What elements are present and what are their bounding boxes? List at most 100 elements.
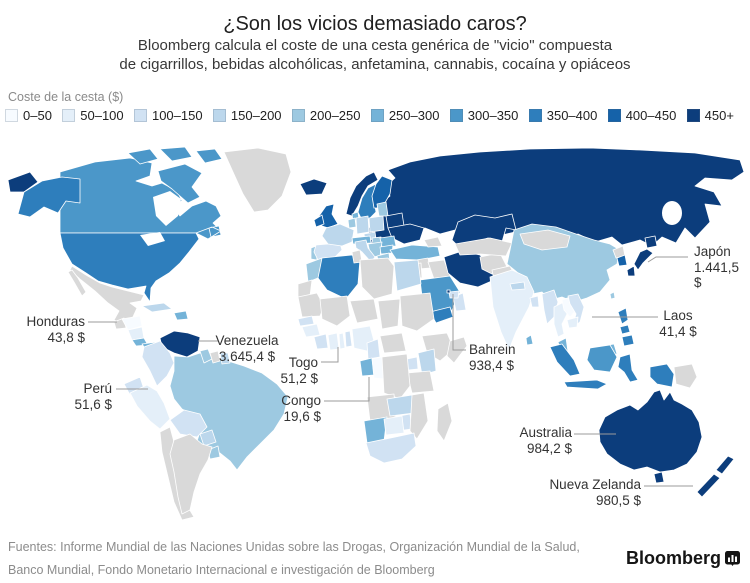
country-indonesia-sumatra	[549, 343, 581, 377]
country-india	[489, 269, 535, 351]
country-tanzania	[406, 370, 435, 394]
subtitle-line-2: de cigarrillos, bebidas alcohólicas, anf…	[119, 56, 631, 73]
leader-togo	[321, 347, 339, 363]
country-papua-new-guinea	[673, 363, 698, 389]
legend-swatch	[686, 109, 700, 122]
country-indonesia-java	[563, 379, 608, 390]
country-peru	[129, 384, 171, 430]
sources-line-1: Fuentes: Informe Mundial de las Naciones…	[8, 540, 580, 554]
country-mexico-baja	[67, 269, 87, 297]
country-zambia	[386, 394, 415, 417]
sources-line-2: Banco Mundial, Fondo Monetario Internaci…	[8, 563, 435, 577]
country-ivory-coast	[313, 333, 329, 350]
sea-okhotsk	[662, 201, 682, 225]
country-norway	[345, 171, 379, 217]
country-togo	[338, 332, 346, 350]
country-caucasus	[423, 236, 443, 248]
legend-title: Coste de la cesta ($)	[8, 90, 124, 104]
country-sri-lanka	[525, 334, 534, 346]
country-australia	[598, 389, 703, 473]
country-australia-tasmania	[653, 471, 665, 484]
country-kenya	[417, 348, 437, 376]
subtitle-line-1: Bloomberg calcula el coste de una cesta …	[137, 37, 613, 54]
country-usa	[59, 232, 200, 303]
country-japan	[626, 235, 658, 277]
page-title: ¿Son los vicios demasiado caros?	[223, 13, 527, 35]
country-madagascar	[436, 402, 453, 442]
country-turkey	[389, 244, 441, 261]
country-indonesia-sulawesi	[617, 353, 639, 383]
country-cambodia	[566, 316, 579, 329]
country-ghana	[327, 332, 340, 351]
country-botswana	[383, 415, 405, 436]
country-mozambique	[409, 392, 429, 440]
sources-note: Fuentes: Informe Mundial de las Naciones…	[8, 536, 580, 582]
annotation-japon: Japón 1.441,5 $	[694, 244, 740, 290]
bloomberg-logo: Bloomberg	[626, 548, 740, 569]
great-lakes	[140, 232, 165, 246]
legend-item: 450+	[686, 108, 734, 123]
legend-item: 0–50	[5, 108, 52, 123]
country-honduras	[121, 315, 143, 331]
country-mongolia	[519, 229, 571, 251]
country-canada-islands	[127, 146, 223, 240]
country-cameroon	[366, 338, 381, 360]
legend-item: 50–100	[62, 108, 124, 123]
legend-item: 350–400	[528, 108, 597, 123]
country-france	[321, 223, 355, 247]
annotation-congo: Congo 19,6 $	[281, 393, 321, 424]
country-south-africa	[365, 432, 417, 464]
country-mali	[319, 295, 351, 327]
annotation-venezuela: Venezuela 3.645,4 $	[215, 333, 279, 364]
legend-swatch	[133, 109, 147, 122]
annotation-togo: Togo 51,2 $	[280, 355, 318, 386]
leader-bahrein	[452, 294, 466, 351]
country-iceland	[299, 178, 328, 196]
country-germany	[355, 215, 370, 235]
country-taiwan	[609, 291, 616, 300]
country-egypt	[393, 259, 422, 292]
country-romania	[379, 235, 397, 248]
country-argentina	[169, 433, 213, 515]
country-usa-alaska	[17, 176, 81, 218]
country-benelux	[347, 217, 357, 229]
country-uae	[448, 290, 460, 299]
country-libya	[359, 257, 395, 300]
leader-congo	[324, 377, 370, 402]
country-central-asia	[454, 237, 513, 257]
country-hispaniola	[173, 310, 189, 321]
country-colombia	[141, 340, 175, 387]
country-south-korea	[616, 254, 628, 267]
country-greenland	[223, 147, 292, 213]
country-paraguay	[199, 429, 217, 447]
country-russia-chukotka	[7, 171, 39, 193]
country-bangladesh	[529, 295, 540, 308]
legend-swatch	[370, 109, 384, 122]
legend-swatch	[528, 109, 542, 122]
country-indonesia-papua	[649, 363, 675, 388]
legend-item: 400–450	[607, 108, 676, 123]
legend-swatch	[212, 109, 226, 122]
legend-swatch	[291, 109, 305, 122]
legend-item: 250–300	[370, 108, 439, 123]
country-mexico	[69, 265, 145, 326]
country-mauritania	[297, 292, 325, 318]
country-niger	[349, 298, 379, 324]
annotation-nueva-zelanda: Nueva Zelanda 980,5 $	[549, 477, 641, 508]
country-central-african-republic	[379, 332, 407, 354]
legend-item: 200–250	[291, 108, 361, 123]
legend-swatch	[607, 109, 621, 122]
annotation-honduras: Honduras 43,8 $	[26, 314, 85, 345]
country-benin	[344, 330, 353, 348]
annotation-bahrein: Bahrein 938,4 $	[469, 342, 516, 373]
country-bahrain	[446, 289, 451, 294]
leader-japon	[647, 256, 688, 263]
legend-swatch	[62, 109, 76, 122]
legend-swatch	[449, 109, 463, 122]
country-new-zealand	[696, 455, 735, 498]
bloomberg-wordmark: Bloomberg	[625, 548, 721, 568]
hudson-bay	[153, 191, 181, 226]
country-philippines	[617, 307, 635, 347]
